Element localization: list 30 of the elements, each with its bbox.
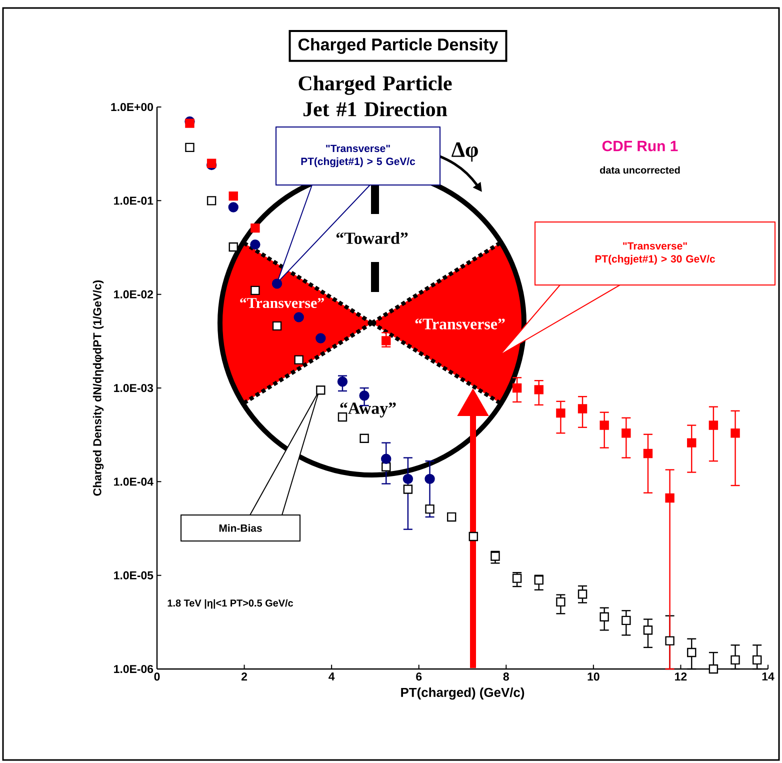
x-tick-label: 4 (328, 672, 335, 680)
y-tick-label: 1.0E-01 (114, 196, 154, 205)
x-tick-label: 10 (588, 672, 600, 681)
annotation: “Away” (340, 402, 396, 418)
annotation: data uncorrected (600, 166, 680, 174)
annotation: 1.8 TeV |η|<1 PT>0.5 GeV/c (168, 599, 294, 609)
y-axis-title: Charged Density dN/dηdφdPT (1/GeV/c) (92, 280, 104, 496)
annotation: “Transverse” (240, 298, 324, 308)
text: Min-Bias (219, 524, 262, 532)
annotation: “Transverse” (415, 318, 505, 330)
y-tick-label: 1.0E-02 (114, 290, 154, 298)
y-tick-label: 1.0E-05 (114, 571, 154, 580)
annotation: “Toward” (336, 232, 408, 244)
text: "Transverse" PT(chgjet#1) > 5 GeV/c (301, 144, 416, 168)
annotation: CDF Run 1 (602, 140, 678, 152)
y-tick-label: 1.0E+00 (111, 102, 154, 112)
x-tick-label: 6 (416, 672, 422, 681)
y-tick-label: 1.0E-06 (114, 664, 154, 674)
x-tick-label: 14 (762, 672, 774, 680)
y-tick-label: 1.0E-04 (114, 478, 154, 486)
y-tick-label: 1.0E-03 (114, 384, 154, 392)
x-tick-label: 12 (675, 672, 687, 681)
text: "Transverse" PT(chgjet#1) > 30 GeV/c (595, 242, 715, 265)
x-tick-label: 8 (503, 672, 509, 681)
chart-title: Charged Particle Density (298, 38, 498, 54)
annotation: Δφ (452, 142, 478, 162)
x-tick-label: 0 (154, 672, 160, 681)
annotation: Charged Particle Jet #1 Direction (298, 76, 452, 116)
x-axis-title: PT(charged) (GeV/c) (401, 687, 524, 700)
x-tick-label: 2 (241, 672, 248, 681)
